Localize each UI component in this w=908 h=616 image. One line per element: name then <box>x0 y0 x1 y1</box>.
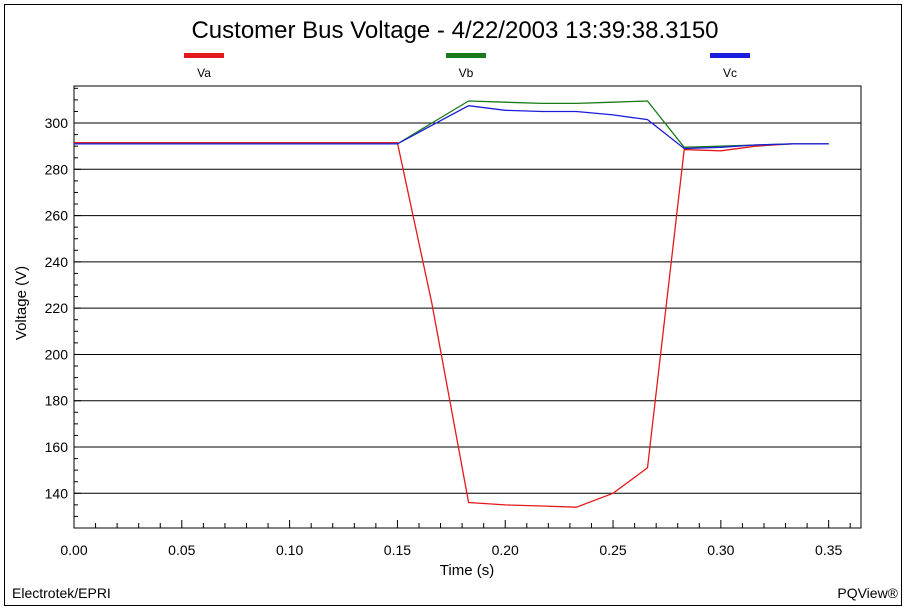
series-line-vb <box>74 100 829 148</box>
x-tick-label: 0.15 <box>384 542 411 558</box>
legend-label-va: Va <box>197 66 211 80</box>
series-line-vc <box>74 105 829 150</box>
x-axis: 0.00 0.05 0.10 0.15 0.20 0.25 0.30 0.35 <box>60 520 851 558</box>
x-tick-label: 0.05 <box>168 542 195 558</box>
footer-left: Electrotek/EPRI <box>12 585 111 601</box>
legend-swatch-vc <box>710 53 750 58</box>
x-tick-label: 0.20 <box>492 542 519 558</box>
legend-label-vb: Vb <box>459 66 474 80</box>
y-axis-label: Voltage (V) <box>13 266 30 340</box>
series-line-va <box>74 142 829 508</box>
y-tick-label: 280 <box>45 161 69 177</box>
x-axis-label: Time (s) <box>440 562 494 579</box>
gridlines <box>74 122 861 494</box>
chart-title: Customer Bus Voltage - 4/22/2003 13:39:3… <box>191 17 718 44</box>
legend-swatch-va <box>184 53 224 58</box>
plot-area <box>73 85 862 529</box>
legend: Va Vb Vc <box>184 53 750 80</box>
footer-right: PQView® <box>837 585 898 601</box>
chart-frame <box>4 4 902 606</box>
y-tick-label: 140 <box>45 485 69 501</box>
series-lines <box>74 100 829 508</box>
y-tick-label: 160 <box>45 439 69 455</box>
y-tick-label: 200 <box>45 346 69 362</box>
y-tick-label: 260 <box>45 208 69 224</box>
y-tick-label: 300 <box>45 115 69 131</box>
x-tick-label: 0.35 <box>815 542 842 558</box>
x-tick-label: 0.30 <box>707 542 734 558</box>
y-tick-label: 240 <box>45 254 69 270</box>
y-tick-label: 180 <box>45 393 69 409</box>
legend-label-vc: Vc <box>723 66 737 80</box>
x-tick-label: 0.10 <box>276 542 303 558</box>
y-axis: 140 160 180 200 220 240 260 280 300 <box>45 87 81 529</box>
x-tick-label: 0.25 <box>599 542 626 558</box>
y-tick-label: 220 <box>45 300 69 316</box>
x-tick-label: 0.00 <box>60 542 87 558</box>
legend-swatch-vb <box>446 53 486 58</box>
